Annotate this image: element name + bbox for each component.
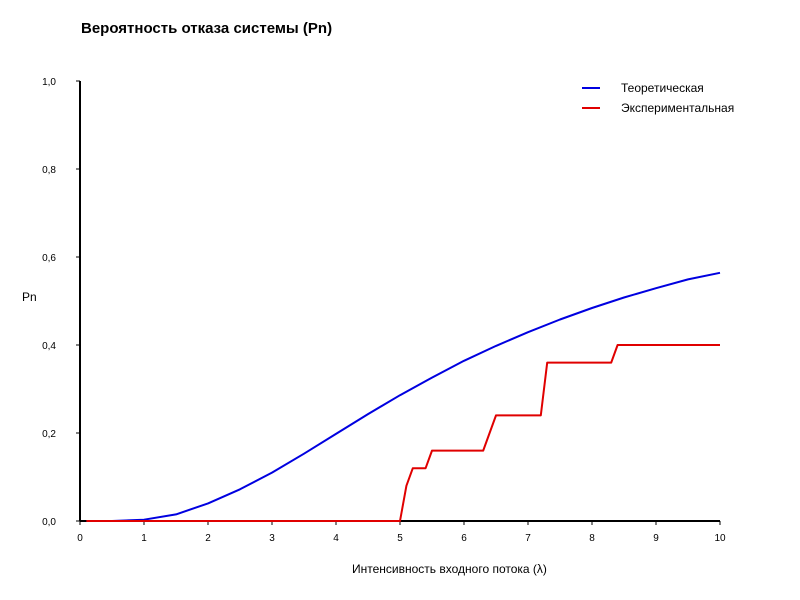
y-tick-label: 1,0 xyxy=(42,77,56,88)
x-tick-label: 10 xyxy=(714,533,726,544)
x-tick-label: 4 xyxy=(333,533,339,544)
series-line-0 xyxy=(86,271,721,522)
x-axis-label: Интенсивность входного потока (λ) xyxy=(352,562,547,576)
x-tick-label: 3 xyxy=(269,533,275,544)
y-axis-label: Pn xyxy=(22,290,37,304)
x-tick-label: 7 xyxy=(525,533,531,544)
chart-title: Вероятность отказа системы (Pn) xyxy=(81,20,333,37)
x-tick-label: 9 xyxy=(653,533,659,544)
axes: 0 1 2 3 4 5 6 7 8 9 10 0,0 0,2 0,4 0,6 0,8 1,0 xyxy=(42,77,726,544)
x-tick-label: 6 xyxy=(461,533,467,544)
x-tick-label: 2 xyxy=(205,533,211,544)
x-tick-label: 5 xyxy=(397,533,403,544)
legend-label: Экспериментальная xyxy=(621,101,734,115)
legend: Теоретическая Экспериментальная xyxy=(582,81,734,115)
y-tick-label: 0,0 xyxy=(42,517,56,528)
x-tick-label: 0 xyxy=(77,533,83,544)
legend-label: Теоретическая xyxy=(621,81,704,95)
y-tick-label: 0,2 xyxy=(42,429,56,440)
x-tick-label: 8 xyxy=(589,533,595,544)
series-group xyxy=(86,271,721,522)
y-tick-label: 0,6 xyxy=(42,253,56,264)
series-line-1 xyxy=(86,344,720,522)
y-tick-label: 0,8 xyxy=(42,165,56,176)
x-tick-label: 1 xyxy=(141,533,147,544)
y-tick-label: 0,4 xyxy=(42,341,56,352)
